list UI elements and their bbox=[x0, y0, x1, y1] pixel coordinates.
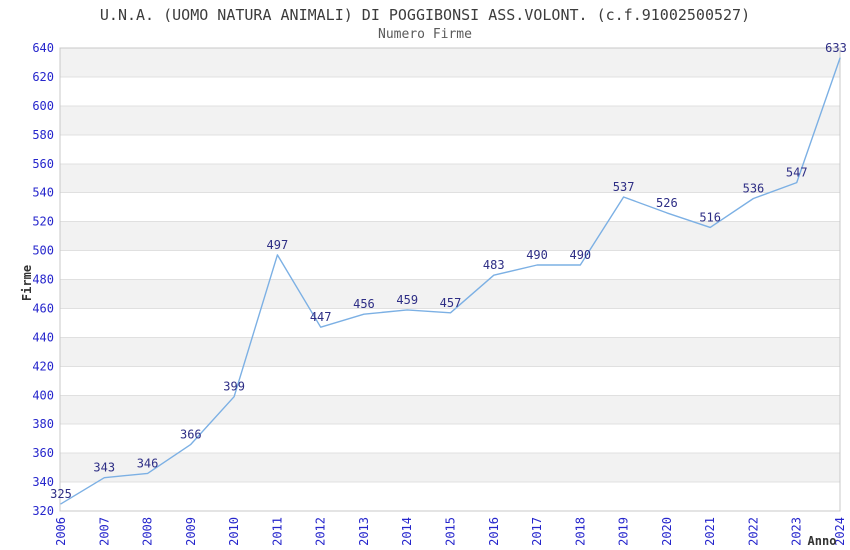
data-label: 325 bbox=[50, 487, 72, 501]
plot-border bbox=[59, 47, 841, 512]
plot-band bbox=[60, 337, 840, 367]
x-tick-label: 2015 bbox=[444, 517, 458, 546]
plot-band bbox=[60, 279, 840, 309]
plot-band bbox=[60, 105, 840, 135]
y-tick-label: 640 bbox=[32, 41, 54, 55]
plot-band bbox=[60, 163, 840, 193]
y-tick-label: 360 bbox=[32, 446, 54, 460]
x-tick-label: 2009 bbox=[184, 517, 198, 546]
y-tick-label: 500 bbox=[32, 244, 54, 258]
data-label: 490 bbox=[526, 248, 548, 262]
data-label: 516 bbox=[699, 210, 721, 224]
data-label: 346 bbox=[137, 456, 159, 470]
data-label: 526 bbox=[656, 196, 678, 210]
data-label: 490 bbox=[569, 248, 591, 262]
y-tick-label: 560 bbox=[32, 157, 54, 171]
chart-subtitle: Numero Firme bbox=[378, 27, 472, 42]
y-tick-label: 620 bbox=[32, 70, 54, 84]
x-axis-title: Anno bbox=[807, 534, 837, 548]
x-tick-label: 2022 bbox=[746, 517, 760, 546]
data-label: 456 bbox=[353, 297, 375, 311]
data-label: 459 bbox=[396, 293, 418, 307]
y-tick-label: 420 bbox=[32, 359, 54, 373]
plot-band bbox=[60, 76, 840, 106]
data-label: 483 bbox=[483, 258, 505, 272]
plot-band bbox=[60, 134, 840, 164]
plot-band bbox=[60, 221, 840, 251]
x-tick-label: 2024 bbox=[833, 517, 847, 546]
y-tick-label: 580 bbox=[32, 128, 54, 142]
y-tick-label: 540 bbox=[32, 186, 54, 200]
data-label: 343 bbox=[93, 461, 115, 475]
y-axis-title: Firme bbox=[20, 264, 34, 302]
data-label: 457 bbox=[440, 296, 462, 310]
data-label: 366 bbox=[180, 427, 202, 441]
x-tick-label: 2014 bbox=[400, 517, 414, 546]
data-label: 537 bbox=[613, 180, 635, 194]
y-tick-label: 400 bbox=[32, 388, 54, 402]
data-label: 633 bbox=[825, 41, 847, 55]
y-tick-label: 440 bbox=[32, 330, 54, 344]
plot-band bbox=[60, 482, 840, 511]
y-tick-label: 460 bbox=[32, 301, 54, 315]
data-label: 547 bbox=[786, 166, 808, 180]
plot-band bbox=[60, 395, 840, 425]
x-tick-label: 2019 bbox=[617, 517, 631, 546]
y-tick-label: 320 bbox=[32, 504, 54, 518]
x-tick-label: 2023 bbox=[790, 517, 804, 546]
data-label: 536 bbox=[743, 181, 765, 195]
x-tick-label: 2007 bbox=[97, 517, 111, 546]
y-tick-label: 520 bbox=[32, 215, 54, 229]
x-tick-label: 2020 bbox=[660, 517, 674, 546]
y-tick-label: 480 bbox=[32, 273, 54, 287]
y-tick-label: 340 bbox=[32, 475, 54, 489]
x-tick-label: 2012 bbox=[314, 517, 328, 546]
data-label: 497 bbox=[267, 238, 289, 252]
x-tick-label: 2013 bbox=[357, 517, 371, 546]
plot-band bbox=[60, 453, 840, 483]
x-tick-label: 2021 bbox=[703, 517, 717, 546]
plot-band bbox=[60, 424, 840, 454]
x-tick-label: 2017 bbox=[530, 517, 544, 546]
plot-band bbox=[60, 250, 840, 280]
x-tick-label: 2016 bbox=[487, 517, 501, 546]
data-label: 447 bbox=[310, 310, 332, 324]
data-label: 399 bbox=[223, 380, 245, 394]
x-tick-label: 2008 bbox=[141, 517, 155, 546]
plot-band bbox=[60, 48, 840, 77]
x-tick-label: 2010 bbox=[227, 517, 241, 546]
x-tick-label: 2006 bbox=[54, 517, 68, 546]
plot-band bbox=[60, 366, 840, 396]
plot-band bbox=[60, 192, 840, 222]
chart-title: U.N.A. (UOMO NATURA ANIMALI) DI POGGIBON… bbox=[99, 6, 751, 24]
series-line bbox=[60, 57, 841, 505]
x-tick-label: 2011 bbox=[270, 517, 284, 546]
y-tick-label: 380 bbox=[32, 417, 54, 431]
y-tick-label: 600 bbox=[32, 99, 54, 113]
x-tick-label: 2018 bbox=[573, 517, 587, 546]
